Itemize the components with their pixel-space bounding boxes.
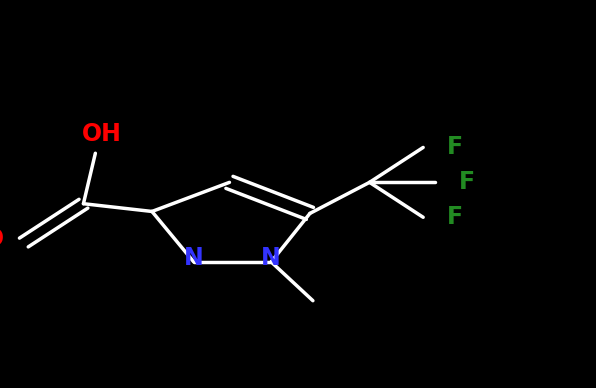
Text: N: N bbox=[261, 246, 281, 270]
Text: F: F bbox=[447, 205, 463, 229]
Text: F: F bbox=[447, 135, 463, 159]
Text: OH: OH bbox=[82, 122, 121, 146]
Text: O: O bbox=[0, 227, 4, 251]
Text: N: N bbox=[184, 246, 204, 270]
Text: F: F bbox=[459, 170, 475, 194]
